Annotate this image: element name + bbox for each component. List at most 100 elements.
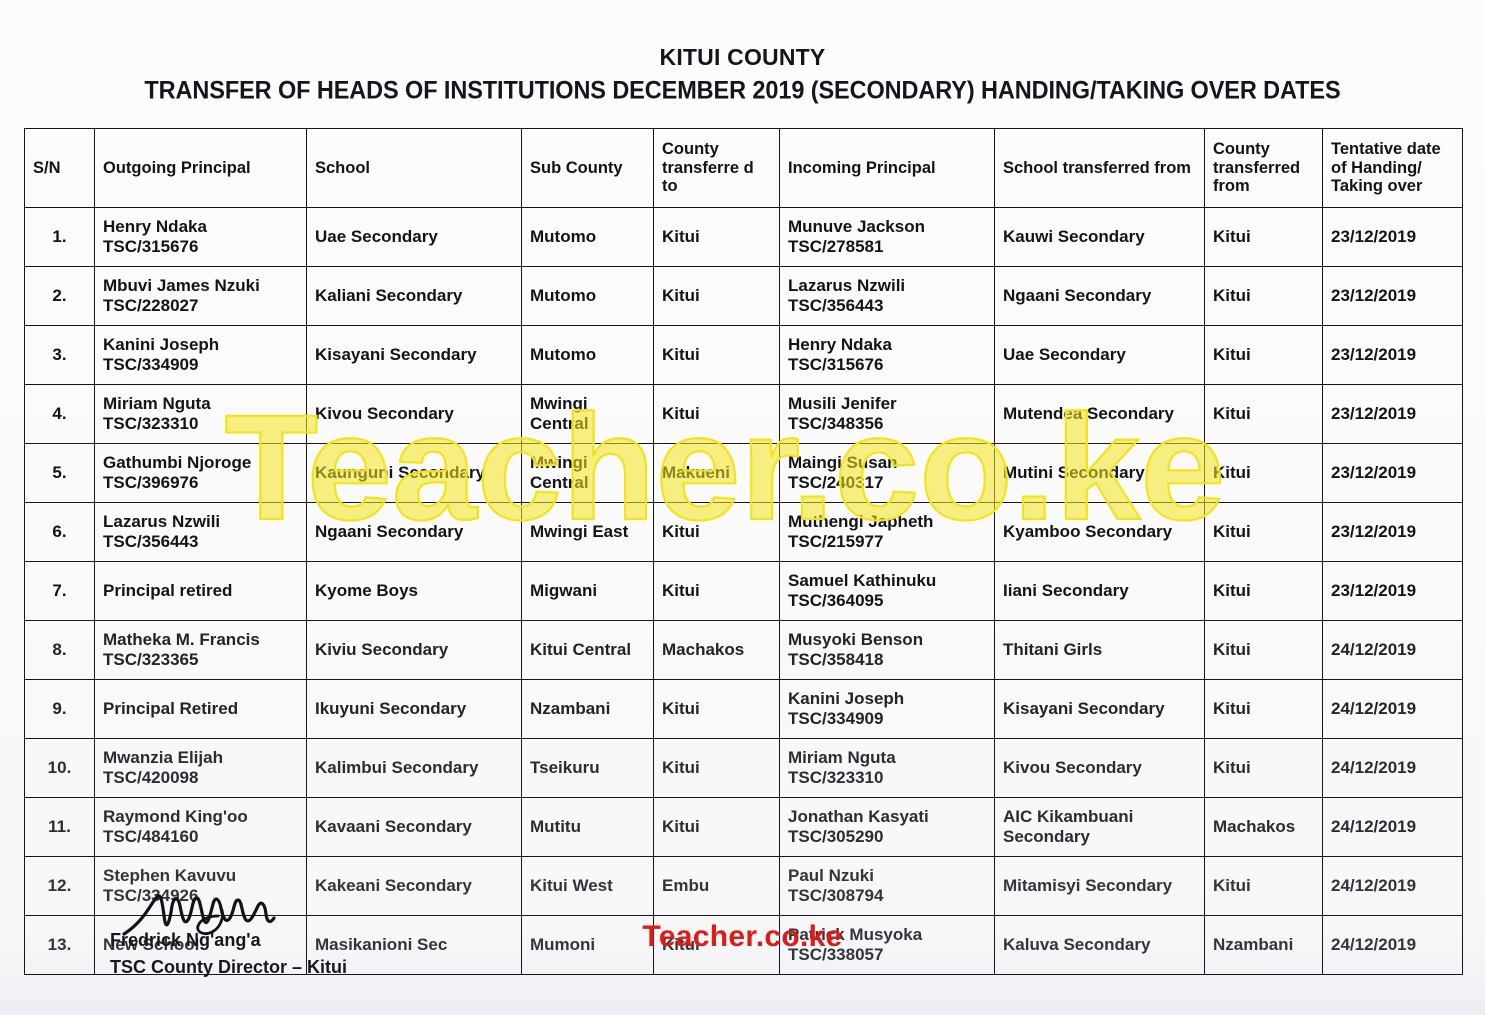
page-subtitle: TRANSFER OF HEADS OF INSTITUTIONS DECEMB… xyxy=(144,76,1341,105)
outgoing-principal-name: Miriam Nguta xyxy=(103,393,211,413)
cell-incoming-principal: Munuve Jackson TSC/278581 xyxy=(779,207,995,267)
cell-school: Masikanioni Sec xyxy=(306,915,522,975)
cell-tentative-date: 23/12/2019 xyxy=(1322,502,1463,562)
outgoing-principal-name: Henry Ndaka xyxy=(103,216,207,236)
cell-county-transferred-from: Kitui xyxy=(1204,384,1323,444)
incoming-principal-tsc: TSC/364095 xyxy=(788,591,884,610)
cell-sub-county: Mwingi East xyxy=(521,502,654,562)
cell-sub-county: Mumoni xyxy=(521,915,654,975)
outgoing-principal-name: Kanini Joseph xyxy=(103,334,220,354)
cell-sn: 4. xyxy=(24,384,95,444)
cell-school-transferred-from: AIC Kikambuani Secondary xyxy=(994,797,1205,857)
outgoing-principal-name: Principal Retired xyxy=(103,698,239,718)
cell-county-transferred-to: Kitui xyxy=(653,325,780,385)
signature-mark xyxy=(122,894,276,936)
outgoing-principal-tsc: TSC/356443 xyxy=(103,532,199,551)
cell-school-transferred-from: Mutini Secondary xyxy=(994,443,1205,503)
outgoing-principal-tsc: TSC/323365 xyxy=(103,650,199,669)
outgoing-principal-name: Gathumbi Njoroge xyxy=(103,452,252,472)
cell-sn: 8. xyxy=(24,620,95,680)
cell-sub-county: Mutomo xyxy=(521,207,654,267)
incoming-principal-tsc: TSC/308794 xyxy=(788,886,884,905)
cell-school: Kivou Secondary xyxy=(306,384,522,444)
outgoing-principal-tsc: TSC/396976 xyxy=(103,473,199,492)
cell-county-transferred-from: Kitui xyxy=(1204,620,1323,680)
cell-tentative-date: 24/12/2019 xyxy=(1322,856,1463,916)
cell-incoming-principal: Henry Ndaka TSC/315676 xyxy=(779,325,995,385)
incoming-principal-tsc: TSC/358418 xyxy=(788,650,884,669)
incoming-principal-name: Maingi Susan xyxy=(788,452,898,472)
table-row: 7. Principal retired Kyome Boys Migwani Kitu… xyxy=(24,561,1463,621)
cell-outgoing-principal: Principal Retired xyxy=(94,679,307,739)
signatory-name: Fredrick Ng'ang'a xyxy=(110,930,261,950)
incoming-principal-name: Jonathan Kasyati xyxy=(788,806,929,826)
header-outgoing-principal: Outgoing Principal xyxy=(94,128,307,208)
outgoing-principal-name: Mbuvi James Nzuki xyxy=(103,275,260,295)
cell-outgoing-principal: Miriam Nguta TSC/323310 xyxy=(94,384,307,444)
cell-sn: 5. xyxy=(24,443,95,503)
outgoing-principal-name: Mwanzia Elijah xyxy=(103,747,223,767)
cell-county-transferred-to: Machakos xyxy=(653,620,780,680)
incoming-principal-tsc: TSC/215977 xyxy=(788,532,884,551)
cell-tentative-date: 23/12/2019 xyxy=(1322,325,1463,385)
cell-school-transferred-from: Kaluva Secondary xyxy=(994,915,1205,975)
cell-tentative-date: 23/12/2019 xyxy=(1322,443,1463,503)
outgoing-principal-tsc: TSC/323310 xyxy=(103,414,199,433)
cell-county-transferred-to: Makueni xyxy=(653,443,780,503)
incoming-principal-name: Musili Jenifer xyxy=(788,393,897,413)
header-school: School xyxy=(306,128,522,208)
cell-incoming-principal: Lazarus Nzwili TSC/356443 xyxy=(779,266,995,326)
cell-county-transferred-to: Kitui xyxy=(653,207,780,267)
cell-county-transferred-from: Kitui xyxy=(1204,738,1323,798)
table-row: 8. Matheka M. Francis TSC/323365 Kiviu Seco… xyxy=(24,620,1463,680)
cell-tentative-date: 23/12/2019 xyxy=(1322,207,1463,267)
incoming-principal-tsc: TSC/278581 xyxy=(788,237,884,256)
cell-school: Kalimbui Secondary xyxy=(306,738,522,798)
incoming-principal-name: Patrick Musyoka xyxy=(788,924,923,944)
incoming-principal-name: Muthengi Japheth xyxy=(788,511,934,531)
cell-county-transferred-to: Kitui xyxy=(653,679,780,739)
cell-sub-county: Tseikuru xyxy=(521,738,654,798)
cell-sn: 9. xyxy=(24,679,95,739)
cell-school-transferred-from: Mitamisyi Secondary xyxy=(994,856,1205,916)
cell-sn: 2. xyxy=(24,266,95,326)
cell-school-transferred-from: Mutendea Secondary xyxy=(994,384,1205,444)
incoming-principal-tsc: TSC/323310 xyxy=(788,768,884,787)
incoming-principal-name: Henry Ndaka xyxy=(788,334,892,354)
cell-tentative-date: 24/12/2019 xyxy=(1322,915,1463,975)
cell-sub-county: Migwani xyxy=(521,561,654,621)
cell-county-transferred-to: Kitui xyxy=(653,738,780,798)
outgoing-principal-tsc: TSC/420098 xyxy=(103,768,199,787)
table-row: 12. Stephen Kavuvu TSC/334926 Kakeani Secon… xyxy=(24,856,1463,916)
outgoing-principal-tsc: TSC/315676 xyxy=(103,237,199,256)
cell-outgoing-principal: Raymond King'oo TSC/484160 xyxy=(94,797,307,857)
cell-incoming-principal: Maingi Susan TSC/240317 xyxy=(779,443,995,503)
cell-sn: 3. xyxy=(24,325,95,385)
cell-county-transferred-from: Nzambani xyxy=(1204,915,1323,975)
document-title-block: KITUI COUNTY TRANSFER OF HEADS OF INSTIT… xyxy=(0,44,1485,104)
cell-school: Kyome Boys xyxy=(306,561,522,621)
cell-school-transferred-from: Kivou Secondary xyxy=(994,738,1205,798)
cell-county-transferred-to: Kitui xyxy=(653,561,780,621)
cell-school: Ngaani Secondary xyxy=(306,502,522,562)
incoming-principal-name: Kanini Joseph xyxy=(788,688,905,708)
page-title: KITUI COUNTY xyxy=(659,44,826,70)
table-row: 13. New School Masikanioni Sec Mumoni Kitui P… xyxy=(24,915,1463,975)
cell-school-transferred-from: Kyamboo Secondary xyxy=(994,502,1205,562)
cell-school-transferred-from: Kisayani Secondary xyxy=(994,679,1205,739)
outgoing-principal-name: Principal retired xyxy=(103,580,233,600)
cell-tentative-date: 23/12/2019 xyxy=(1322,561,1463,621)
cell-sn: 1. xyxy=(24,207,95,267)
header-county-transferred-to: County transferre d to xyxy=(653,128,780,208)
cell-outgoing-principal: Mwanzia Elijah TSC/420098 xyxy=(94,738,307,798)
incoming-principal-tsc: TSC/348356 xyxy=(788,414,884,433)
transfer-table-body: 1. Henry Ndaka TSC/315676 Uae Secondary Muto… xyxy=(24,207,1463,975)
cell-county-transferred-from: Kitui xyxy=(1204,266,1323,326)
cell-county-transferred-to: Kitui xyxy=(653,384,780,444)
incoming-principal-name: Lazarus Nzwili xyxy=(788,275,906,295)
cell-school: Kaliani Secondary xyxy=(306,266,522,326)
cell-outgoing-principal: Lazarus Nzwili TSC/356443 xyxy=(94,502,307,562)
outgoing-principal-tsc: TSC/228027 xyxy=(103,296,199,315)
cell-sub-county: Mutitu xyxy=(521,797,654,857)
cell-tentative-date: 24/12/2019 xyxy=(1322,679,1463,739)
